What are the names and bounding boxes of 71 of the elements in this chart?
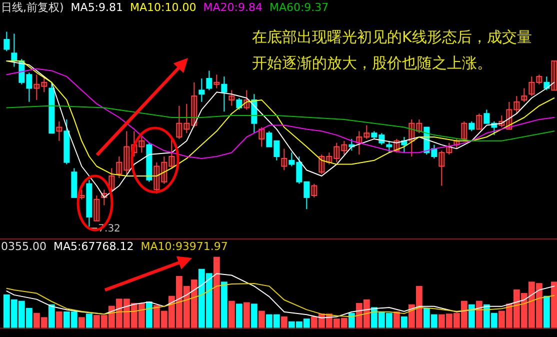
text: MA10:93971.97 bbox=[140, 240, 228, 253]
candlestick bbox=[258, 126, 265, 148]
bar bbox=[550, 282, 557, 329]
bar bbox=[258, 310, 265, 329]
candlestick bbox=[4, 31, 10, 52]
bar bbox=[220, 282, 228, 329]
candlestick bbox=[124, 130, 130, 175]
bar bbox=[48, 304, 55, 329]
bar bbox=[250, 304, 258, 329]
bar bbox=[213, 256, 220, 329]
candlestick bbox=[341, 140, 348, 156]
candlestick bbox=[528, 76, 535, 97]
candlestick bbox=[356, 130, 362, 156]
bar bbox=[56, 311, 62, 329]
candlestick bbox=[168, 136, 175, 169]
candlestick bbox=[198, 78, 205, 102]
text: MA10:10.00 bbox=[130, 1, 196, 14]
candlestick bbox=[214, 74, 220, 89]
candlestick bbox=[311, 183, 318, 198]
bar bbox=[243, 302, 250, 329]
candlestick bbox=[184, 103, 190, 134]
bar bbox=[348, 312, 355, 329]
candlestick bbox=[551, 60, 557, 91]
text: MA5:9.81 bbox=[70, 1, 124, 14]
bar bbox=[228, 300, 235, 329]
bar bbox=[86, 314, 92, 329]
chart-title: 0355.00 bbox=[1, 240, 46, 253]
candlestick bbox=[386, 140, 392, 154]
text: MA20:9.84 bbox=[203, 1, 262, 14]
bar bbox=[400, 316, 408, 329]
candlestick bbox=[468, 120, 475, 132]
candlestick bbox=[191, 82, 198, 128]
candlestick bbox=[416, 118, 422, 134]
bar bbox=[543, 296, 550, 329]
candlestick bbox=[154, 162, 160, 194]
candlestick bbox=[34, 74, 40, 100]
candlestick bbox=[221, 76, 228, 112]
candlestick bbox=[514, 96, 520, 114]
candlestick bbox=[281, 148, 288, 171]
candlestick bbox=[326, 152, 332, 165]
text: MA5:67768.12 bbox=[54, 240, 134, 253]
bar bbox=[236, 304, 242, 329]
candlestick bbox=[318, 154, 325, 175]
bar bbox=[280, 316, 288, 329]
candlestick bbox=[536, 74, 542, 85]
text: MA60:9.37 bbox=[269, 1, 329, 14]
chart-title: 日线,前复权) bbox=[1, 1, 64, 14]
candlestick bbox=[544, 76, 550, 91]
candlestick bbox=[461, 120, 468, 142]
candlestick bbox=[161, 156, 168, 184]
bar bbox=[476, 300, 482, 329]
candlestick bbox=[236, 98, 242, 110]
candlestick bbox=[94, 195, 100, 222]
candlestick bbox=[41, 76, 48, 93]
candlestick bbox=[334, 142, 340, 163]
annotation: 在底部出现曙光初见的K线形态后，成交量开始逐渐的放大，股价也随之上涨。 bbox=[252, 27, 533, 74]
candlestick bbox=[206, 70, 212, 91]
candlestick bbox=[476, 113, 482, 130]
bar bbox=[393, 311, 400, 329]
candlestick bbox=[11, 33, 18, 68]
candlestick bbox=[138, 136, 145, 154]
candlestick bbox=[521, 88, 528, 102]
candlestick bbox=[364, 124, 370, 140]
bar bbox=[468, 304, 475, 329]
candlestick bbox=[56, 120, 62, 142]
candlestick bbox=[176, 105, 182, 140]
bar bbox=[146, 302, 152, 329]
candlestick bbox=[228, 90, 235, 106]
bar bbox=[78, 317, 85, 329]
candlestick bbox=[438, 150, 445, 186]
candlestick bbox=[116, 156, 122, 178]
